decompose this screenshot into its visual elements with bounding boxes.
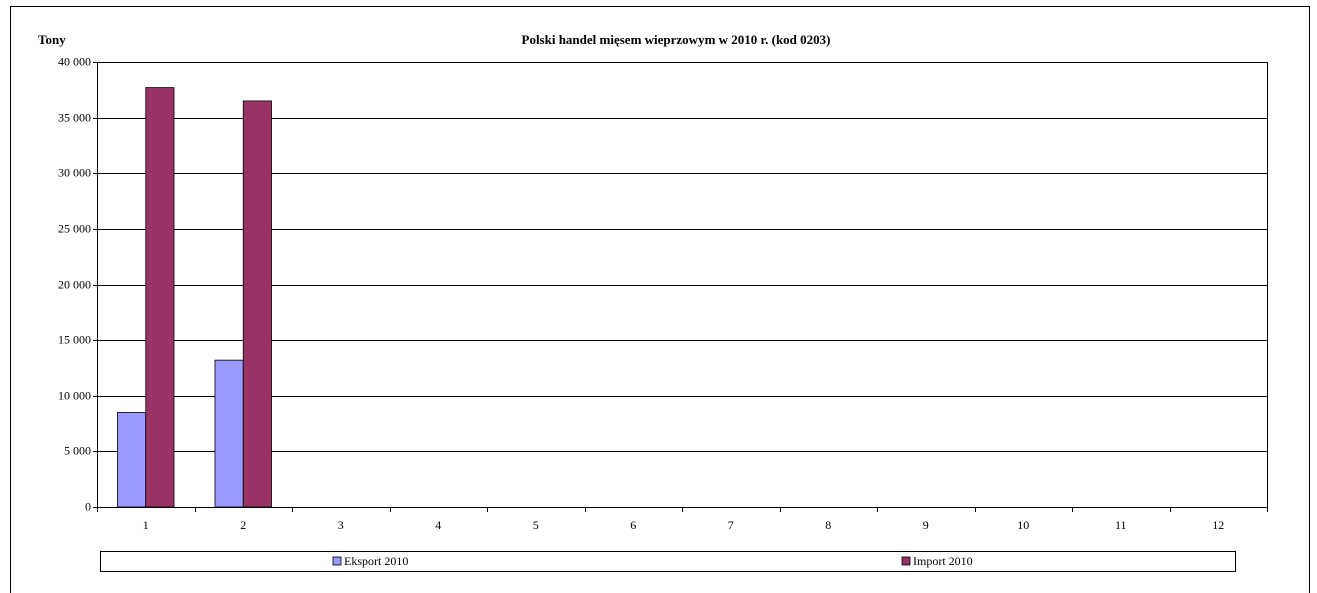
y-tick-label: 5 000	[64, 443, 91, 457]
x-tick-label: 11	[1115, 518, 1127, 532]
chart-frame	[10, 6, 1310, 593]
bar	[242, 100, 272, 508]
y-tick-label: 20 000	[58, 277, 91, 291]
y-tick-label: 10 000	[58, 388, 91, 402]
x-tick-label: 3	[338, 518, 344, 532]
x-tick-label: 2	[240, 518, 246, 532]
legend-box	[100, 551, 1236, 572]
x-tick-label: 9	[923, 518, 929, 532]
x-tick-label: 10	[1017, 518, 1029, 532]
legend-swatch	[332, 556, 342, 566]
y-tick-label: 0	[85, 499, 91, 513]
x-tick-label: 7	[728, 518, 734, 532]
bar	[117, 412, 147, 508]
x-tick-label: 4	[435, 518, 441, 532]
chart-title: Polski handel mięsem wieprzowym w 2010 r…	[522, 32, 831, 47]
bar	[214, 359, 244, 508]
y-tick-label: 25 000	[58, 221, 91, 235]
bar	[145, 87, 175, 508]
y-tick-label: 15 000	[58, 332, 91, 346]
legend-swatch	[901, 556, 911, 566]
legend-label: Eksport 2010	[344, 554, 408, 568]
y-tick-label: 30 000	[58, 165, 91, 179]
x-tick-label: 5	[533, 518, 539, 532]
y-axis-label: Tony	[38, 32, 66, 47]
y-tick-label: 35 000	[58, 110, 91, 124]
y-tick-label: 40 000	[58, 54, 91, 68]
x-tick-label: 1	[143, 518, 149, 532]
x-tick-label: 6	[630, 518, 636, 532]
x-tick-label: 12	[1212, 518, 1224, 532]
legend-label: Import 2010	[913, 554, 973, 568]
x-tick-label: 8	[825, 518, 831, 532]
